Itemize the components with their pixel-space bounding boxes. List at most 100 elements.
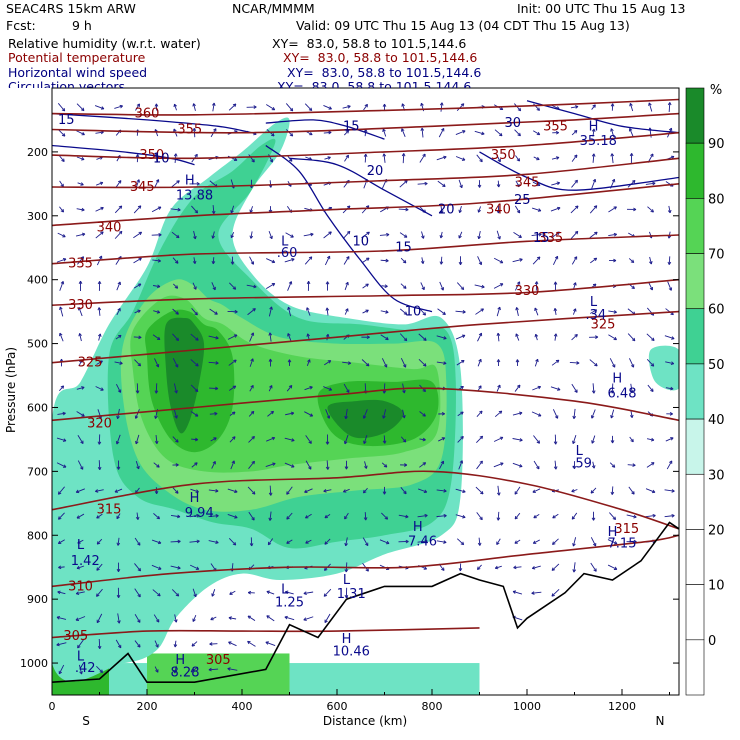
vector-arrow-107: [135, 512, 140, 520]
vector-arrow-402: [399, 333, 408, 342]
vector-arrow-20: [56, 616, 67, 620]
vector-arrow-417: [421, 231, 425, 239]
vector-arrow-654: [647, 384, 654, 392]
vector-arrow-440: [436, 335, 447, 340]
vector-arrow-381: [381, 284, 388, 288]
contour-label-9: 315: [97, 503, 122, 518]
vector-arrow-622: [609, 512, 617, 521]
vector-arrow-665: [667, 205, 672, 214]
vector-arrow-362: [362, 283, 369, 289]
vector-arrow-224: [229, 590, 236, 595]
vector-arrow-631: [628, 258, 635, 264]
field-wind-name: Horizontal wind speed: [8, 65, 148, 80]
field-theta-name: Potential temperature: [8, 50, 146, 65]
vector-arrow-598: [591, 383, 596, 394]
vector-arrow-249: [247, 640, 256, 647]
vector-arrow-123: [154, 358, 160, 368]
y-tick-label-7: 900: [27, 593, 48, 606]
theta-contour-10: [52, 534, 679, 588]
vector-arrow-522: [514, 486, 521, 495]
vector-arrow-8: [59, 306, 64, 317]
vector-arrow-619: [610, 435, 615, 444]
x-tick-label-2: 400: [232, 700, 253, 713]
vector-arrow-79: [114, 361, 123, 365]
vector-arrow-551: [551, 181, 561, 186]
extremum-label-15: 7.46: [408, 535, 437, 550]
vector-arrow-310: [305, 539, 312, 544]
vector-arrow-418: [420, 257, 425, 264]
colorbar-swatch-9: [685, 584, 705, 641]
vector-arrow-210: [230, 232, 235, 239]
vector-arrow-150: [172, 463, 179, 467]
vector-arrow-586: [572, 562, 577, 573]
rh-region-8: [648, 345, 679, 391]
vector-arrow-501: [493, 436, 504, 442]
x-tick-label-3: 600: [327, 700, 348, 713]
init-time: Init: 00 UTC Thu 15 Aug 13: [517, 1, 686, 16]
vector-arrow-42: [75, 591, 85, 595]
relative-humidity-fill: [52, 117, 679, 695]
terrain-line: [52, 521, 679, 683]
vector-arrow-448: [436, 540, 447, 544]
vector-arrow-621: [610, 486, 615, 495]
vector-arrow-280: [287, 306, 292, 317]
vector-arrow-329: [323, 489, 332, 493]
vector-arrow-89: [117, 613, 121, 624]
vector-arrow-574: [571, 256, 578, 265]
contour-label-5: 335: [68, 257, 93, 272]
vector-arrow-538: [534, 358, 539, 367]
vector-arrow-165: [192, 257, 197, 264]
colorbar-tick-2: 20: [708, 523, 725, 538]
axes: 0 200 400 600 800 1000 1200 200 300 400 500 600 700 8…: [20, 146, 679, 713]
vector-arrow-602: [590, 487, 597, 494]
wind-contour-4: [265, 144, 433, 313]
vector-arrow-22: [58, 664, 65, 675]
vector-arrow-443: [438, 411, 445, 416]
vector-arrow-343: [344, 308, 349, 315]
vector-arrow-157: [173, 640, 178, 648]
vector-arrow-426: [419, 462, 427, 468]
vector-arrow-283: [286, 385, 293, 392]
vector-arrow-235: [246, 284, 257, 289]
vector-arrow-203: [209, 642, 218, 646]
vector-arrow-585: [572, 537, 577, 547]
vector-arrow-39: [76, 513, 85, 519]
vector-arrow-677: [664, 513, 675, 518]
vector-arrow-77: [116, 307, 121, 316]
colorbar: 0 10 20 30 40 50 60 70 80 90: [685, 87, 725, 696]
vector-arrow-635: [629, 358, 635, 368]
vector-arrow-327: [325, 434, 330, 445]
extremum-label-16: L: [77, 538, 85, 553]
vector-arrow-599: [590, 409, 596, 419]
vector-arrow-56: [96, 360, 103, 365]
vector-arrow-647: [647, 206, 654, 213]
vector-arrow-146: [172, 358, 179, 368]
vector-arrow-122: [152, 334, 161, 341]
vector-arrow-225: [228, 616, 237, 620]
vector-arrow-101: [134, 359, 142, 367]
vector-arrow-35: [76, 411, 85, 417]
vector-arrow-34: [76, 386, 85, 390]
vector-arrow-152: [170, 514, 181, 519]
x-axis-label: Distance (km): [323, 714, 407, 728]
vector-arrow-673: [666, 412, 673, 416]
vector-arrow-649: [649, 256, 653, 265]
vector-arrow-177: [189, 564, 200, 570]
vector-arrow-82: [115, 434, 121, 445]
vector-arrow-390: [381, 512, 389, 520]
extremum-label-3: .60: [277, 246, 298, 261]
vector-arrow-626: [628, 128, 634, 138]
vector-arrow-505: [496, 538, 501, 545]
vector-arrow-29: [77, 256, 85, 265]
vector-arrow-299: [304, 256, 313, 265]
contour-label-20: 315: [614, 522, 639, 537]
vector-arrow-54: [97, 307, 102, 316]
vector-arrow-361: [361, 257, 370, 264]
vector-arrow-656: [646, 437, 655, 442]
vector-arrow-309: [305, 513, 312, 519]
colorbar-tick-6: 60: [708, 303, 725, 318]
theta-contour-8: [52, 387, 679, 422]
vector-arrow-523: [514, 512, 521, 520]
vector-arrow-410: [398, 539, 409, 544]
vector-arrow-464: [458, 460, 464, 470]
